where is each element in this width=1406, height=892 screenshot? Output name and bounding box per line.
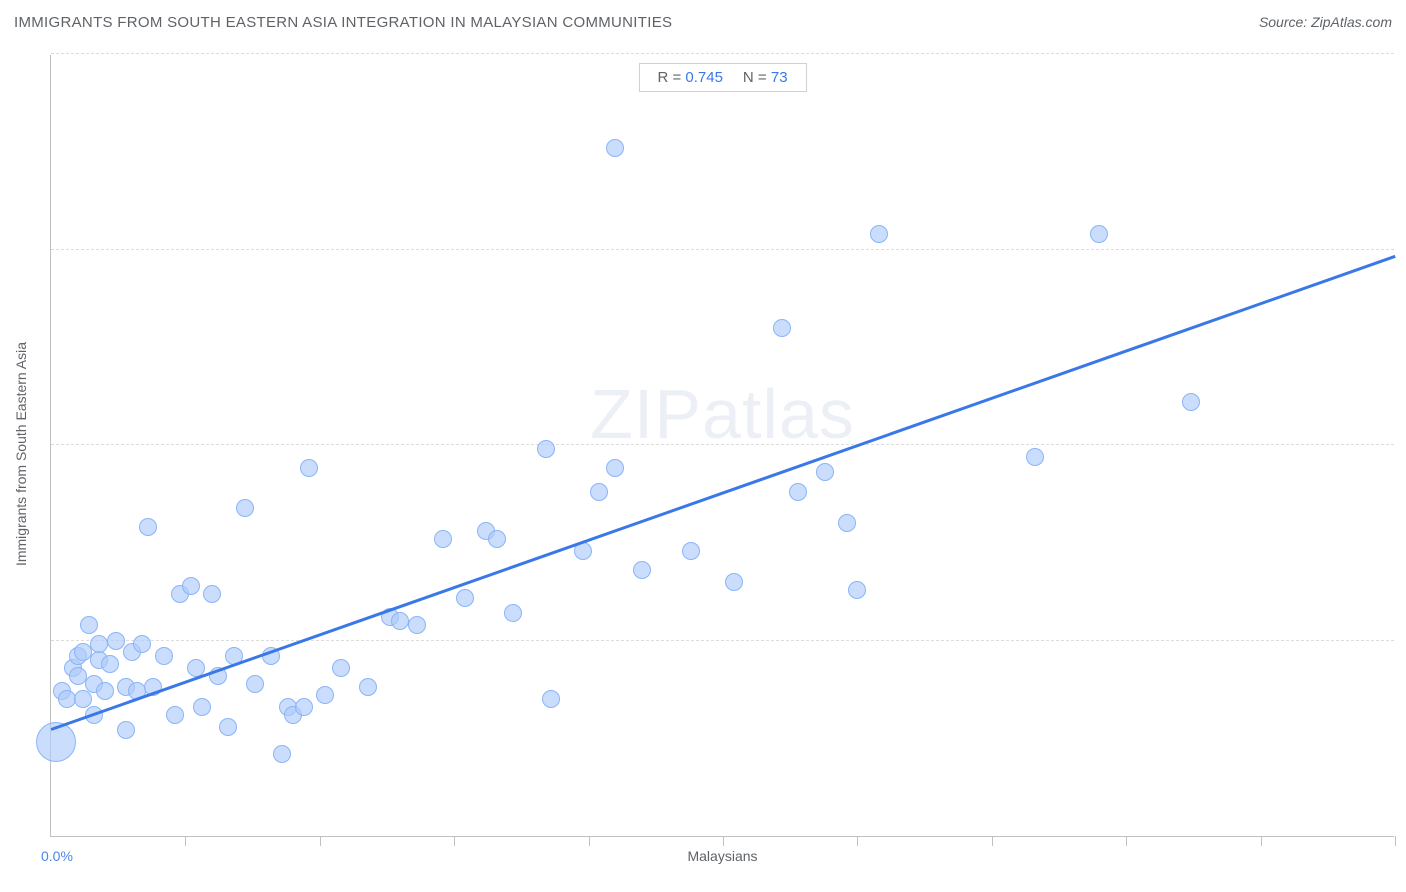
r-value: 0.745 [685,69,723,86]
scatter-point [107,632,125,650]
scatter-point [203,585,221,603]
gridline-h [51,53,1394,54]
x-tick [589,836,590,846]
n-stat: N = 73 [743,69,788,86]
watermark-light: atlas [702,375,855,453]
scatter-point [434,530,452,548]
gridline-h [51,640,1394,641]
x-axis-title: Malaysians [687,848,757,864]
scatter-point [139,518,157,536]
scatter-point [101,655,119,673]
scatter-point [316,686,334,704]
stats-box: R = 0.745 N = 73 [638,63,806,92]
chart-area: ZIPatlas R = 0.745 N = 73 Immigrants fro… [50,55,1394,837]
scatter-point [590,483,608,501]
scatter-point [838,514,856,532]
scatter-point [1090,225,1108,243]
scatter-point [391,612,409,630]
scatter-point [870,225,888,243]
scatter-point [74,690,92,708]
scatter-point [246,675,264,693]
x-tick [857,836,858,846]
scatter-point [1026,448,1044,466]
scatter-point [504,604,522,622]
watermark-text: ZIPatlas [590,374,855,454]
source-attribution: Source: ZipAtlas.com [1259,14,1392,30]
scatter-point [537,440,555,458]
n-value: 73 [771,69,788,86]
scatter-point [219,718,237,736]
scatter-point [633,561,651,579]
scatter-point [408,616,426,634]
scatter-point [725,573,743,591]
scatter-point [193,698,211,716]
scatter-point [542,690,560,708]
scatter-point [273,745,291,763]
x-tick [185,836,186,846]
scatter-point [300,459,318,477]
x-tick [723,836,724,846]
r-label: R = [657,69,681,86]
scatter-point [456,589,474,607]
watermark-bold: ZIP [590,375,702,453]
scatter-point [682,542,700,560]
scatter-point [789,483,807,501]
chart-title: IMMIGRANTS FROM SOUTH EASTERN ASIA INTEG… [14,14,672,31]
scatter-point [488,530,506,548]
x-min-label: 0.0% [41,848,73,864]
gridline-h [51,249,1394,250]
trend-line [51,255,1396,730]
scatter-point [332,659,350,677]
scatter-point [182,577,200,595]
scatter-point [848,581,866,599]
chart-header: IMMIGRANTS FROM SOUTH EASTERN ASIA INTEG… [0,0,1406,44]
scatter-point [606,459,624,477]
gridline-h [51,444,1394,445]
scatter-point [236,499,254,517]
scatter-point [816,463,834,481]
scatter-point [155,647,173,665]
r-stat: R = 0.745 [657,69,722,86]
y-axis-title: Immigrants from South Eastern Asia [13,341,29,565]
x-tick [1126,836,1127,846]
scatter-point [117,721,135,739]
x-tick [1395,836,1396,846]
scatter-point [773,319,791,337]
scatter-point [96,682,114,700]
x-tick [1261,836,1262,846]
scatter-point [133,635,151,653]
x-tick [320,836,321,846]
scatter-point [80,616,98,634]
scatter-point [606,139,624,157]
scatter-point [1182,393,1200,411]
scatter-point [359,678,377,696]
scatter-point [166,706,184,724]
n-label: N = [743,69,767,86]
x-tick [992,836,993,846]
scatter-plot: ZIPatlas R = 0.745 N = 73 Immigrants fro… [50,55,1394,837]
x-tick [454,836,455,846]
scatter-point [295,698,313,716]
